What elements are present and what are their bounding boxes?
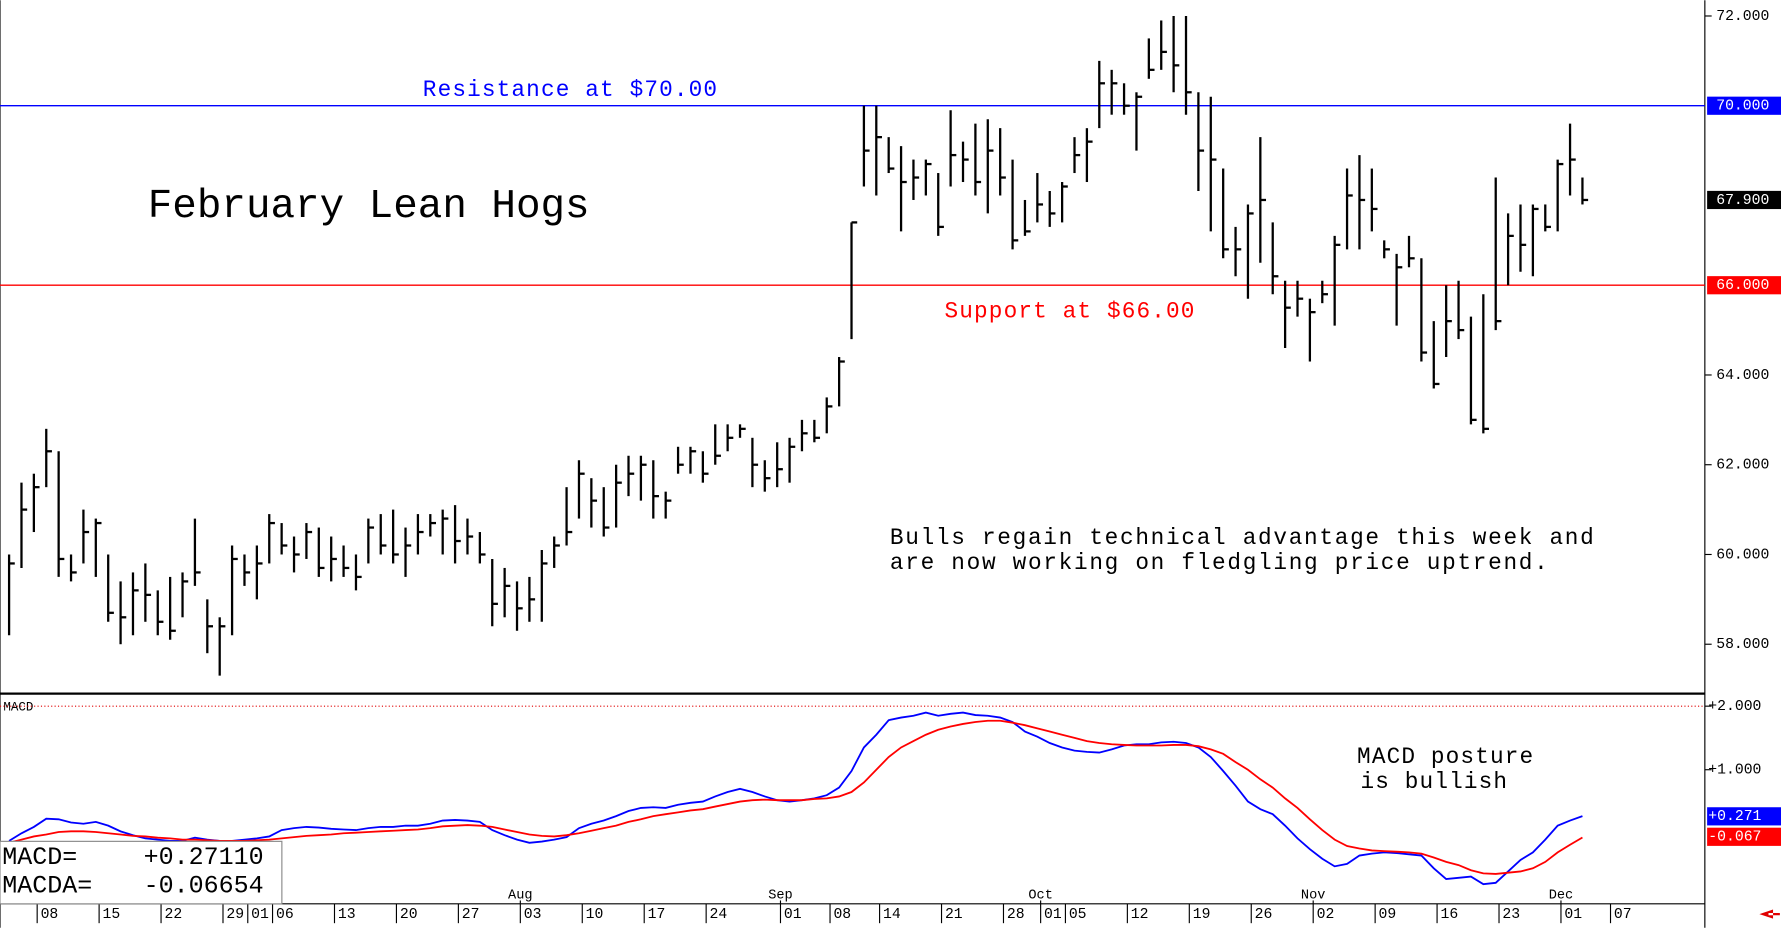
annotation: is bullish bbox=[1360, 769, 1508, 795]
x-tick-label: 24 bbox=[710, 907, 728, 923]
month-label: Oct bbox=[1028, 888, 1053, 903]
x-tick-label: 01 bbox=[1044, 907, 1062, 923]
panel-title: MACD bbox=[3, 701, 33, 715]
readout-label: MACDA= bbox=[2, 871, 92, 900]
month-label: Dec bbox=[1549, 888, 1574, 903]
x-tick-label: 12 bbox=[1131, 907, 1149, 923]
x-tick-label: 01 bbox=[1564, 907, 1582, 923]
level-axis-box bbox=[1707, 96, 1781, 115]
readout-box bbox=[0, 840, 283, 905]
x-tick-label: 20 bbox=[400, 907, 418, 923]
readout-value: -0.06654 bbox=[144, 871, 264, 900]
x-tick-label: 29 bbox=[226, 907, 244, 923]
y-tick-label: +1.000 bbox=[1708, 763, 1761, 779]
x-tick-label: 06 bbox=[276, 907, 294, 923]
level-axis-box bbox=[1707, 276, 1781, 295]
last-value-label: +0.271 bbox=[1708, 809, 1761, 825]
y-tick-label: 72.000 bbox=[1716, 9, 1769, 25]
x-tick-label: 01 bbox=[784, 907, 802, 923]
y-tick-label: 58.000 bbox=[1716, 637, 1769, 653]
x-tick-label: 23 bbox=[1502, 907, 1520, 923]
x-tick-label: 10 bbox=[586, 907, 604, 923]
x-tick-label: 05 bbox=[1069, 907, 1087, 923]
last-close-label: 67.900 bbox=[1716, 193, 1769, 209]
x-tick-label: 27 bbox=[462, 907, 480, 923]
x-tick-label: 19 bbox=[1193, 907, 1211, 923]
readout-label: MACD= bbox=[2, 843, 77, 872]
x-tick-label: 08 bbox=[833, 907, 851, 923]
y-tick-label: 64.000 bbox=[1716, 368, 1769, 384]
x-tick-label: 17 bbox=[648, 907, 666, 923]
x-tick-label: 28 bbox=[1007, 907, 1025, 923]
y-tick-label: +2.000 bbox=[1708, 699, 1761, 715]
annotation: are now working on fledgling price uptre… bbox=[890, 550, 1550, 576]
x-tick-label: 13 bbox=[338, 907, 356, 923]
last-value-label: -0.067 bbox=[1708, 830, 1761, 846]
level-axis-label: 66.000 bbox=[1716, 278, 1769, 294]
annotation: Bulls regain technical advantage this we… bbox=[890, 525, 1596, 551]
x-tick-label: 02 bbox=[1317, 907, 1335, 923]
x-tick-label: 26 bbox=[1255, 907, 1273, 923]
y-tick-label: 60.000 bbox=[1716, 547, 1769, 563]
last-value-box bbox=[1707, 827, 1781, 846]
y-tick-label: 62.000 bbox=[1716, 458, 1769, 474]
last-close-box bbox=[1707, 190, 1781, 210]
x-tick-label: 21 bbox=[945, 907, 963, 923]
x-tick-label: 08 bbox=[41, 907, 59, 923]
level-axis-label: 70.000 bbox=[1716, 99, 1769, 115]
macd-line bbox=[8, 719, 1583, 875]
x-tick-label: 15 bbox=[103, 907, 121, 923]
scroll-arrow[interactable] bbox=[1759, 909, 1780, 919]
month-label: Sep bbox=[768, 888, 793, 903]
x-tick-label: 22 bbox=[164, 907, 182, 923]
last-value-box bbox=[1707, 807, 1781, 826]
x-tick-label: 07 bbox=[1614, 907, 1632, 923]
x-tick-label: 01 bbox=[251, 907, 269, 923]
x-tick-label: 09 bbox=[1379, 907, 1397, 923]
annotation: MACD posture bbox=[1357, 744, 1534, 770]
month-label: Nov bbox=[1301, 888, 1326, 903]
x-tick-label: 16 bbox=[1440, 907, 1458, 923]
level-annotation: Resistance at $70.00 bbox=[423, 77, 718, 103]
x-tick-label: 14 bbox=[883, 907, 901, 923]
x-tick-label: 03 bbox=[524, 907, 542, 923]
level-annotation: Support at $66.00 bbox=[944, 298, 1195, 324]
month-label: Aug bbox=[508, 888, 533, 903]
chart-title: February Lean Hogs bbox=[148, 184, 590, 230]
readout-value: +0.27110 bbox=[144, 843, 264, 872]
